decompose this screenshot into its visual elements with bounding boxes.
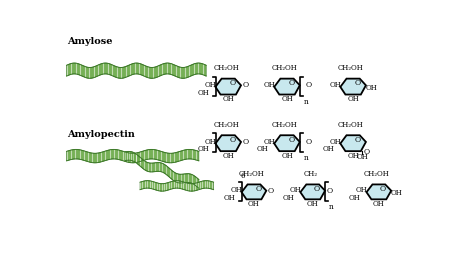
Text: OH: OH xyxy=(222,152,234,160)
Text: OH: OH xyxy=(323,145,334,153)
Text: Amylose: Amylose xyxy=(66,37,112,46)
Text: Amylopectin: Amylopectin xyxy=(66,130,135,139)
Text: O: O xyxy=(255,185,261,193)
Text: CH₂OH: CH₂OH xyxy=(364,171,390,179)
Text: OH: OH xyxy=(290,186,301,194)
Text: OH: OH xyxy=(283,194,295,201)
Text: n: n xyxy=(304,154,309,162)
Text: n: n xyxy=(304,98,309,106)
Text: O: O xyxy=(306,81,312,89)
Text: OH: OH xyxy=(264,81,275,89)
Text: OH: OH xyxy=(231,186,243,194)
Text: OH: OH xyxy=(205,81,217,89)
Text: OH: OH xyxy=(264,138,275,146)
Text: OH: OH xyxy=(373,200,385,208)
Text: O: O xyxy=(327,187,333,195)
Text: O: O xyxy=(288,136,294,144)
Text: O: O xyxy=(363,148,369,156)
Text: OH: OH xyxy=(256,145,268,153)
Text: CH₂OH: CH₂OH xyxy=(213,64,239,72)
Text: OH: OH xyxy=(205,138,217,146)
Text: OH: OH xyxy=(391,189,402,197)
Text: O: O xyxy=(355,79,361,87)
Text: CH₂OH: CH₂OH xyxy=(213,121,239,129)
Text: OH: OH xyxy=(198,145,210,153)
Text: CH₂OH: CH₂OH xyxy=(338,64,364,72)
Text: 6: 6 xyxy=(240,172,245,180)
Text: OH: OH xyxy=(329,81,341,89)
Text: OH: OH xyxy=(281,95,293,103)
Polygon shape xyxy=(274,135,300,151)
Polygon shape xyxy=(274,79,300,94)
Text: OH: OH xyxy=(222,95,234,103)
Text: O: O xyxy=(268,187,274,195)
Polygon shape xyxy=(216,135,241,151)
Text: CH₂OH: CH₂OH xyxy=(239,171,264,179)
Text: CH₂OH: CH₂OH xyxy=(272,64,298,72)
Text: OH: OH xyxy=(365,84,377,92)
Text: OH: OH xyxy=(347,152,359,160)
Text: OH: OH xyxy=(281,152,293,160)
Text: O: O xyxy=(229,79,236,87)
Text: O: O xyxy=(314,185,320,193)
Text: O: O xyxy=(288,79,294,87)
Polygon shape xyxy=(66,63,206,78)
Polygon shape xyxy=(340,135,366,151)
Text: OH: OH xyxy=(349,194,361,201)
Polygon shape xyxy=(140,181,213,191)
Text: CH₂OH: CH₂OH xyxy=(338,121,364,129)
Text: CH₂: CH₂ xyxy=(303,171,318,179)
Text: OH: OH xyxy=(198,89,210,97)
Text: O: O xyxy=(243,138,249,146)
Text: OH: OH xyxy=(329,138,341,146)
Text: OH: OH xyxy=(347,95,359,103)
Polygon shape xyxy=(301,184,325,199)
Text: OH: OH xyxy=(307,200,319,208)
Text: OH: OH xyxy=(248,200,260,208)
Polygon shape xyxy=(216,79,241,94)
Text: OH: OH xyxy=(224,194,236,201)
Text: O: O xyxy=(229,136,236,144)
Polygon shape xyxy=(366,184,391,199)
Polygon shape xyxy=(66,149,199,163)
Text: n: n xyxy=(329,203,334,211)
Text: CH₂OH: CH₂OH xyxy=(272,121,298,129)
Text: O: O xyxy=(380,185,386,193)
Text: O: O xyxy=(243,81,249,89)
Polygon shape xyxy=(242,184,266,199)
Text: O: O xyxy=(306,138,312,146)
Text: O: O xyxy=(355,136,361,144)
Text: OH: OH xyxy=(356,153,368,161)
Text: OH: OH xyxy=(356,186,368,194)
Polygon shape xyxy=(125,151,199,188)
Polygon shape xyxy=(340,79,366,94)
